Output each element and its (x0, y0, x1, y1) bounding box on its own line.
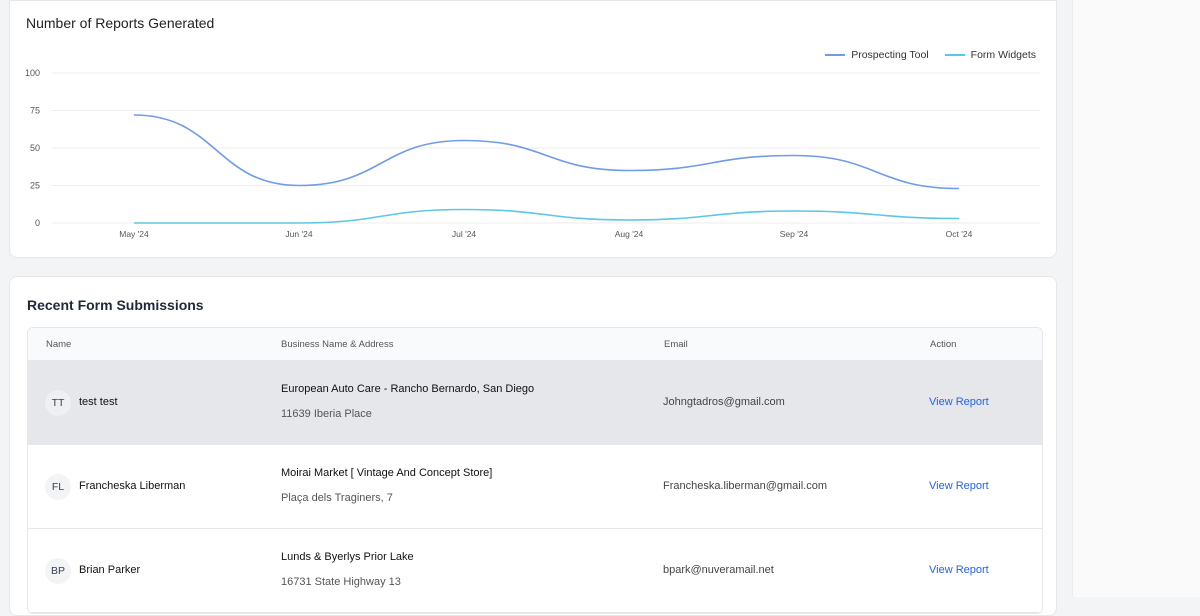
x-tick-label: May '24 (119, 229, 149, 239)
submitter-email: Johngtadros@gmail.com (663, 396, 785, 408)
y-tick-label: 100 (25, 68, 40, 78)
x-tick-label: Jul '24 (452, 229, 477, 239)
legend-item-prospecting-tool[interactable]: Prospecting Tool (825, 49, 928, 61)
chart-legend: Prospecting Tool Form Widgets (825, 49, 1036, 61)
view-report-link[interactable]: View Report (929, 396, 989, 408)
y-tick-label: 75 (30, 106, 40, 116)
legend-swatch-form-widgets (945, 54, 965, 56)
y-tick-label: 25 (30, 181, 40, 191)
submitter-email: Francheska.liberman@gmail.com (663, 480, 827, 492)
submitter-name: Francheska Liberman (79, 480, 185, 492)
business-name: Lunds & Byerlys Prior Lake (281, 551, 414, 563)
view-report-link[interactable]: View Report (929, 564, 989, 576)
table-header: Name Business Name & Address Email Actio… (28, 328, 1042, 361)
header-action: Action (930, 339, 956, 350)
submitter-name: test test (79, 396, 118, 408)
x-tick-label: Jun '24 (285, 229, 312, 239)
series-line-prospecting-tool (134, 115, 959, 189)
business-name: Moirai Market [ Vintage And Concept Stor… (281, 467, 492, 479)
legend-item-form-widgets[interactable]: Form Widgets (945, 49, 1036, 61)
legend-swatch-prospecting-tool (825, 54, 845, 56)
header-name: Name (46, 339, 71, 350)
avatar: FL (45, 474, 71, 500)
y-tick-label: 0 (35, 218, 40, 228)
recent-submissions-card: Recent Form Submissions Name Business Na… (9, 276, 1057, 616)
reports-line-chart: 0 25 50 75 100 May '24 Jun '24 Jul '24 Aug '24 Se… (10, 1, 1058, 259)
legend-label-form-widgets: Form Widgets (971, 49, 1036, 61)
submitter-name: Brian Parker (79, 564, 140, 576)
y-tick-label: 50 (30, 143, 40, 153)
x-tick-label: Oct '24 (946, 229, 973, 239)
header-email: Email (664, 339, 688, 350)
right-side-panel (1072, 0, 1200, 597)
table-row[interactable]: BP Brian Parker Lunds & Byerlys Prior La… (28, 529, 1042, 613)
submissions-title: Recent Form Submissions (27, 297, 204, 313)
business-address: Plaça dels Traginers, 7 (281, 492, 393, 504)
avatar: BP (45, 558, 71, 584)
x-tick-label: Aug '24 (615, 229, 644, 239)
x-tick-label: Sep '24 (780, 229, 809, 239)
series-line-form-widgets (134, 210, 959, 224)
avatar: TT (45, 390, 71, 416)
legend-label-prospecting-tool: Prospecting Tool (851, 49, 928, 61)
table-row[interactable]: FL Francheska Liberman Moirai Market [ V… (28, 445, 1042, 529)
submitter-email: bpark@nuveramail.net (663, 564, 774, 576)
reports-chart-card: 0 25 50 75 100 May '24 Jun '24 Jul '24 Aug '24 Se… (9, 0, 1057, 258)
business-address: 16731 State Highway 13 (281, 576, 401, 588)
chart-title: Number of Reports Generated (26, 15, 214, 31)
business-name: European Auto Care - Rancho Bernardo, Sa… (281, 383, 534, 395)
table-row[interactable]: TT test test European Auto Care - Rancho… (28, 361, 1042, 445)
header-business: Business Name & Address (281, 339, 393, 350)
business-address: 11639 Iberia Place (281, 408, 372, 420)
submissions-table: Name Business Name & Address Email Actio… (27, 327, 1043, 614)
view-report-link[interactable]: View Report (929, 480, 989, 492)
